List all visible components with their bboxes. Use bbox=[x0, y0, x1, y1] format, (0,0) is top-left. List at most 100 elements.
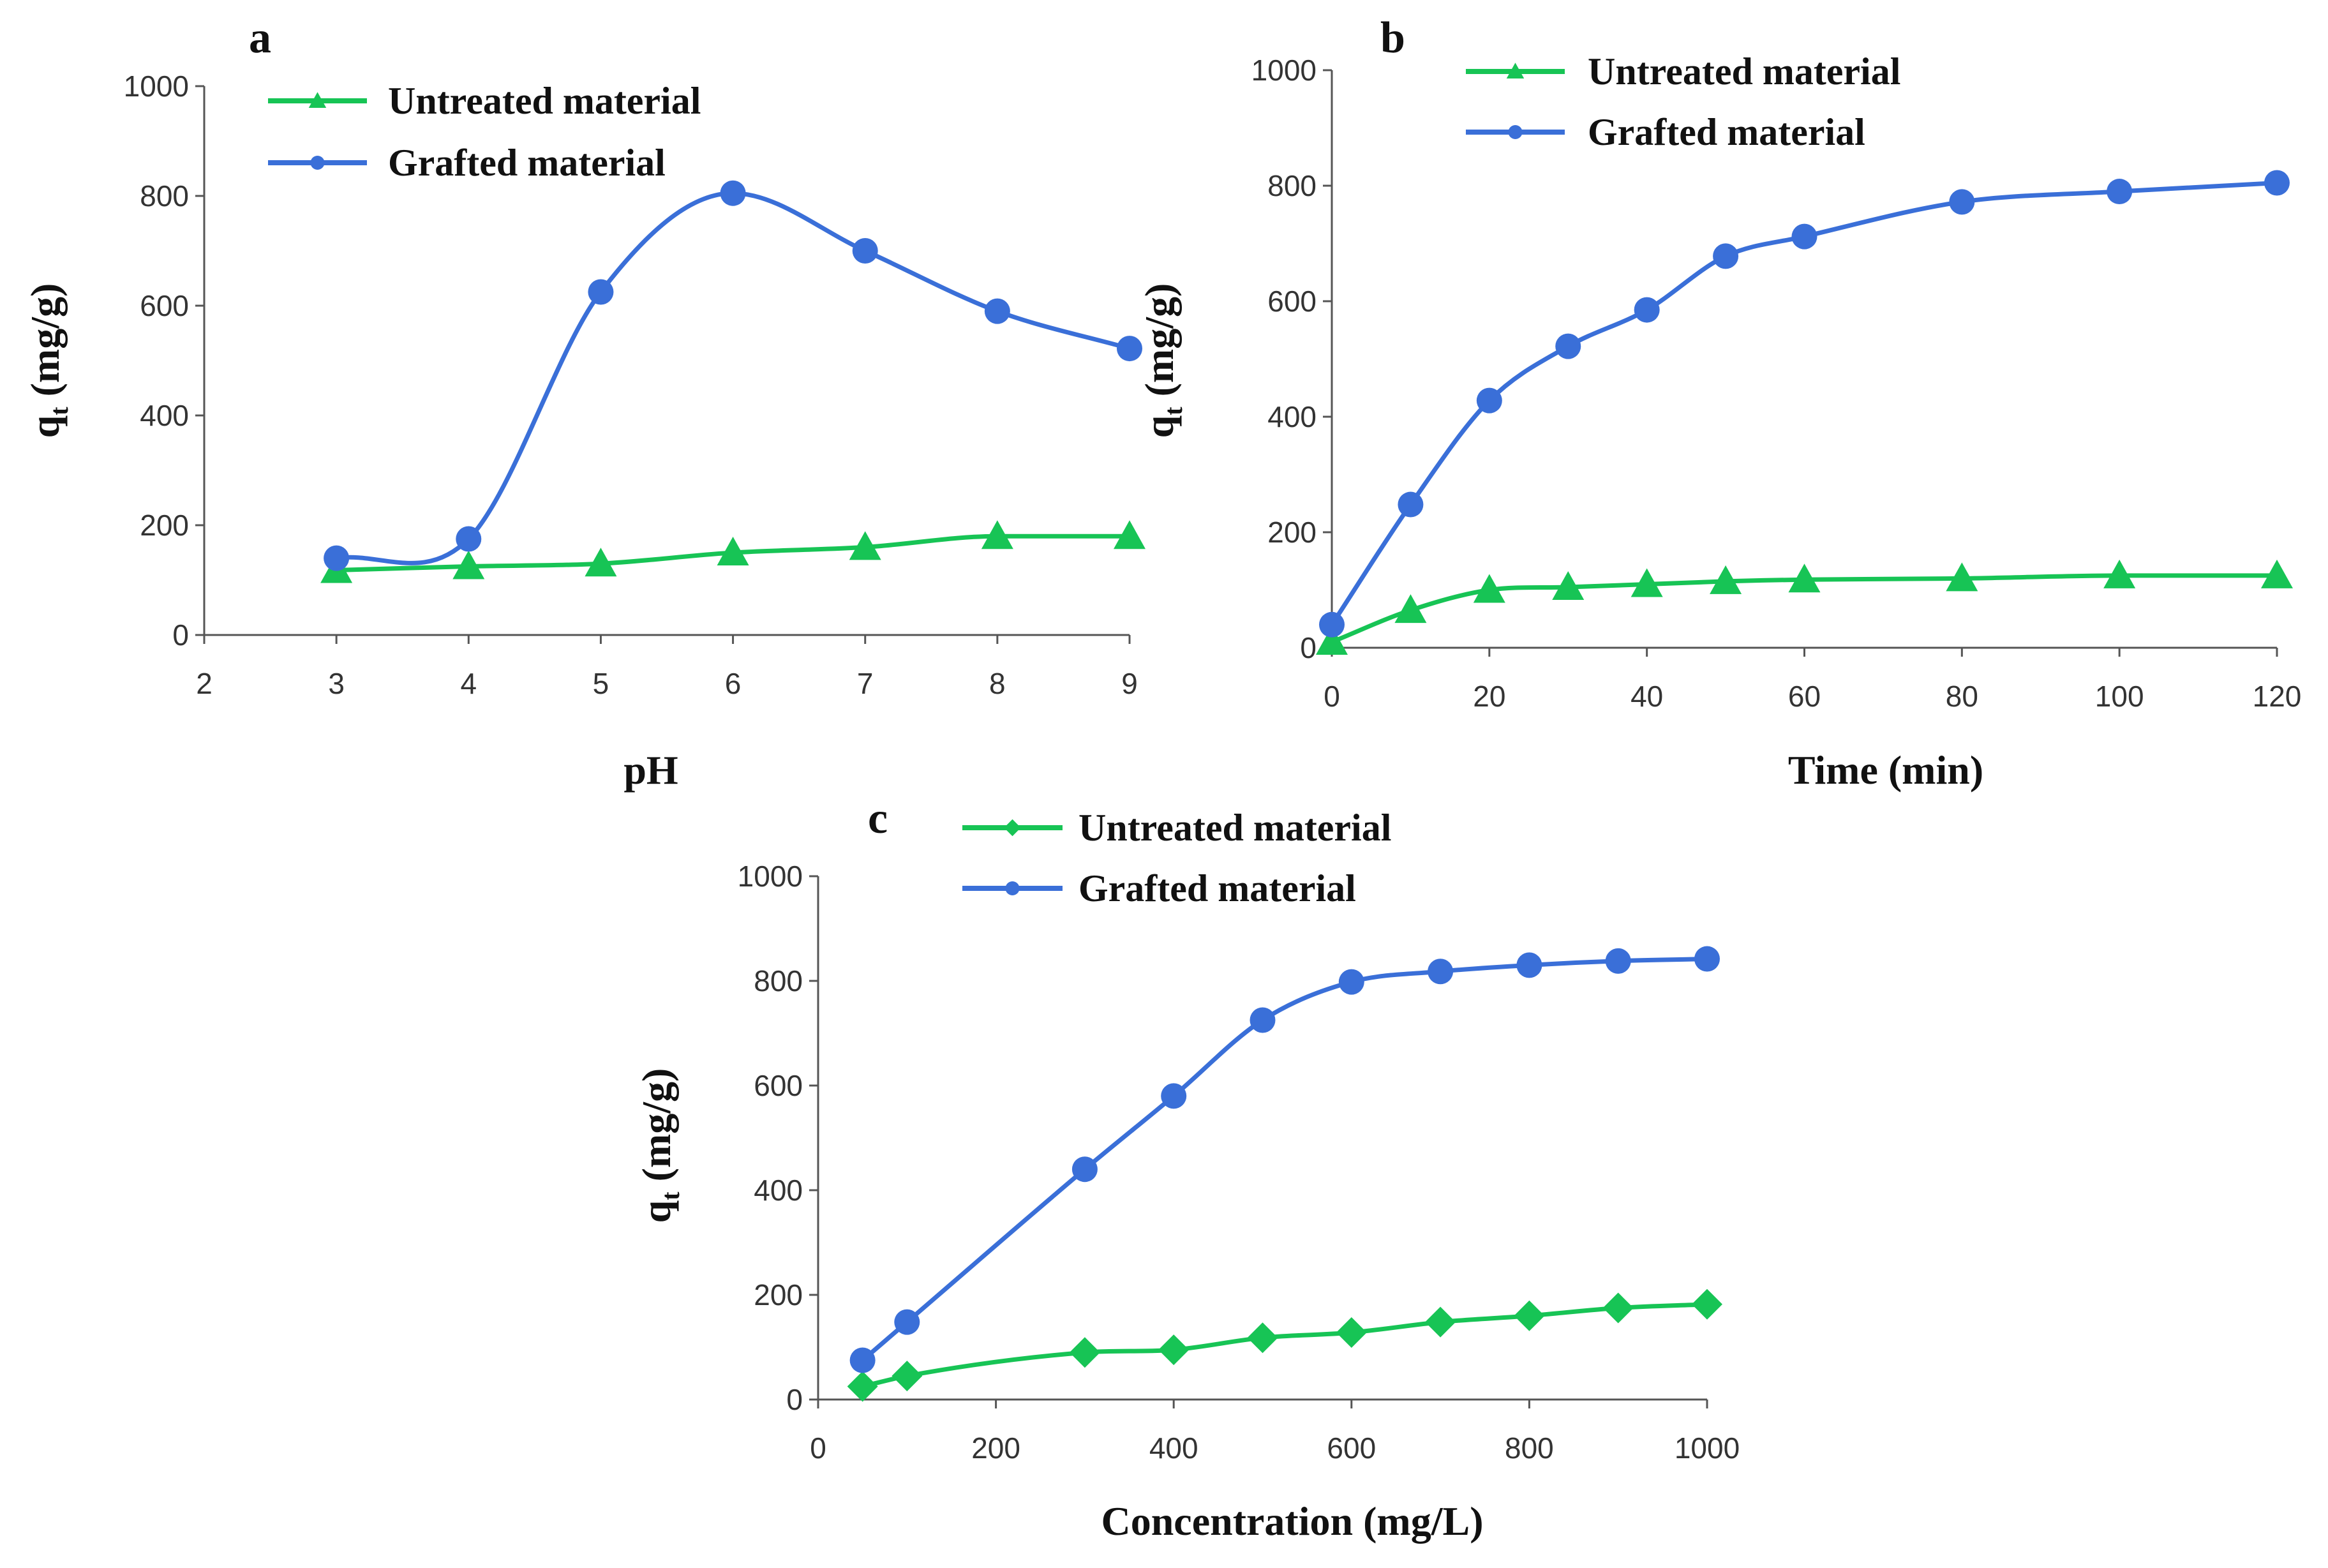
legend-grafted-label: Grafted material bbox=[1588, 111, 1865, 153]
y-tick-label: 400 bbox=[754, 1174, 803, 1207]
legend-untreated-label: Untreated material bbox=[1078, 807, 1391, 849]
grafted-data-point bbox=[984, 298, 1010, 324]
grafted-data-point bbox=[1071, 1156, 1098, 1183]
legend-untreated-marker bbox=[308, 92, 327, 108]
x-tick-label: 40 bbox=[1630, 680, 1663, 713]
y-tick-label: 800 bbox=[1267, 169, 1317, 202]
grafted-data-point bbox=[720, 180, 746, 206]
x-tick-label: 0 bbox=[1324, 680, 1340, 713]
x-tick-label: 7 bbox=[857, 667, 874, 700]
untreated-data-point bbox=[1630, 568, 1663, 597]
untreated-data-point bbox=[1425, 1306, 1456, 1338]
untreated-data-point bbox=[1394, 594, 1427, 623]
x-tick-label: 0 bbox=[810, 1431, 826, 1465]
y-axis-title-units: (mg/g) bbox=[1137, 283, 1182, 407]
x-tick-label: 60 bbox=[1788, 680, 1821, 713]
untreated-data-point bbox=[585, 548, 617, 577]
untreated-data-point bbox=[981, 520, 1013, 549]
grafted-data-point bbox=[1791, 223, 1817, 250]
y-tick-label: 200 bbox=[140, 509, 189, 542]
panel-label: b bbox=[1380, 13, 1405, 63]
untreated-data-point bbox=[1514, 1300, 1545, 1331]
untreated-data-point bbox=[2261, 559, 2293, 588]
y-axis-title: qt (mg/g) bbox=[22, 283, 73, 438]
y-tick-label: 400 bbox=[1267, 400, 1317, 433]
grafted-data-point bbox=[1713, 243, 1739, 269]
grafted-data-point bbox=[849, 1347, 876, 1373]
grafted-data-point bbox=[1634, 297, 1660, 323]
x-tick-label: 4 bbox=[460, 667, 477, 700]
y-axis-title-subscript: t bbox=[656, 1191, 685, 1200]
y-tick-label: 600 bbox=[140, 289, 189, 322]
untreated-data-point bbox=[849, 531, 881, 560]
panel-label: c bbox=[868, 794, 888, 843]
y-axis-title-subscript: t bbox=[45, 407, 73, 415]
untreated-data-point bbox=[1316, 625, 1348, 655]
x-tick-label: 5 bbox=[593, 667, 609, 700]
grafted-data-point bbox=[2107, 179, 2133, 205]
panel-label: a bbox=[249, 13, 271, 63]
legend-grafted-marker bbox=[1005, 881, 1020, 895]
untreated-data-point bbox=[1158, 1334, 1190, 1366]
grafted-data-point bbox=[1319, 611, 1345, 638]
grafted-series-line bbox=[861, 957, 1708, 1363]
grafted-data-point bbox=[1161, 1083, 1187, 1109]
untreated-data-point bbox=[1114, 520, 1145, 549]
y-tick-label: 1000 bbox=[1251, 54, 1317, 87]
x-axis-title: Time (min) bbox=[1788, 747, 1983, 793]
y-axis-title-subscript: t bbox=[1159, 407, 1188, 415]
grafted-data-point bbox=[456, 526, 482, 552]
untreated-data-point bbox=[1602, 1292, 1634, 1324]
legend-grafted-label: Grafted material bbox=[1078, 867, 1356, 909]
grafted-data-point bbox=[1338, 969, 1364, 995]
y-axis-title-q: q bbox=[1137, 415, 1182, 438]
y-tick-label: 0 bbox=[1300, 631, 1317, 664]
x-tick-label: 80 bbox=[1946, 680, 1978, 713]
y-tick-label: 600 bbox=[754, 1069, 803, 1102]
x-tick-label: 2 bbox=[196, 667, 213, 700]
grafted-data-point bbox=[1949, 189, 1975, 215]
grafted-data-point bbox=[1516, 952, 1542, 978]
untreated-data-point bbox=[1473, 574, 1505, 603]
x-tick-label: 3 bbox=[328, 667, 345, 700]
untreated-data-point bbox=[1069, 1337, 1100, 1368]
x-tick-label: 800 bbox=[1505, 1431, 1554, 1465]
untreated-series-line bbox=[862, 1302, 1708, 1389]
untreated-data-point bbox=[847, 1371, 878, 1402]
x-tick-label: 8 bbox=[989, 667, 1006, 700]
x-axis-title: Concentration (mg/L) bbox=[1101, 1498, 1483, 1544]
y-axis-title: qt (mg/g) bbox=[1137, 283, 1188, 438]
untreated-data-point bbox=[1692, 1288, 1722, 1320]
grafted-data-point bbox=[1117, 336, 1142, 362]
y-tick-label: 400 bbox=[140, 399, 189, 432]
grafted-data-point bbox=[1605, 948, 1631, 974]
y-axis-title-units: (mg/g) bbox=[22, 283, 68, 407]
y-tick-label: 200 bbox=[754, 1278, 803, 1311]
grafted-data-point bbox=[2264, 170, 2290, 196]
x-axis-title: pH bbox=[623, 747, 678, 793]
legend-untreated-marker bbox=[1506, 63, 1525, 78]
x-tick-label: 6 bbox=[725, 667, 742, 700]
legend-untreated-label: Untreated material bbox=[388, 80, 701, 122]
grafted-data-point bbox=[1476, 387, 1502, 414]
legend-untreated-marker bbox=[1004, 819, 1021, 837]
grafted-data-point bbox=[588, 279, 614, 305]
y-tick-label: 800 bbox=[754, 964, 803, 997]
untreated-data-point bbox=[1552, 571, 1585, 600]
chart-panel-c: 0 200 400 600 800 1000 0 200 400 600 800 1000 Untrea… bbox=[634, 794, 1740, 1544]
legend-grafted-marker bbox=[1508, 125, 1523, 139]
grafted-data-point bbox=[1250, 1007, 1276, 1033]
x-tick-label: 120 bbox=[2253, 680, 2302, 713]
untreated-data-point bbox=[1247, 1322, 1278, 1354]
y-tick-label: 200 bbox=[1267, 516, 1317, 549]
grafted-data-point bbox=[1555, 333, 1581, 359]
y-tick-label: 1000 bbox=[738, 860, 803, 893]
grafted-data-point bbox=[1694, 946, 1720, 972]
x-tick-label: 9 bbox=[1121, 667, 1138, 700]
y-axis-title: qt (mg/g) bbox=[634, 1068, 685, 1223]
y-tick-label: 0 bbox=[172, 618, 189, 652]
legend-untreated-label: Untreated material bbox=[1588, 50, 1900, 93]
x-tick-label: 1000 bbox=[1675, 1431, 1740, 1465]
y-tick-label: 800 bbox=[140, 179, 189, 213]
